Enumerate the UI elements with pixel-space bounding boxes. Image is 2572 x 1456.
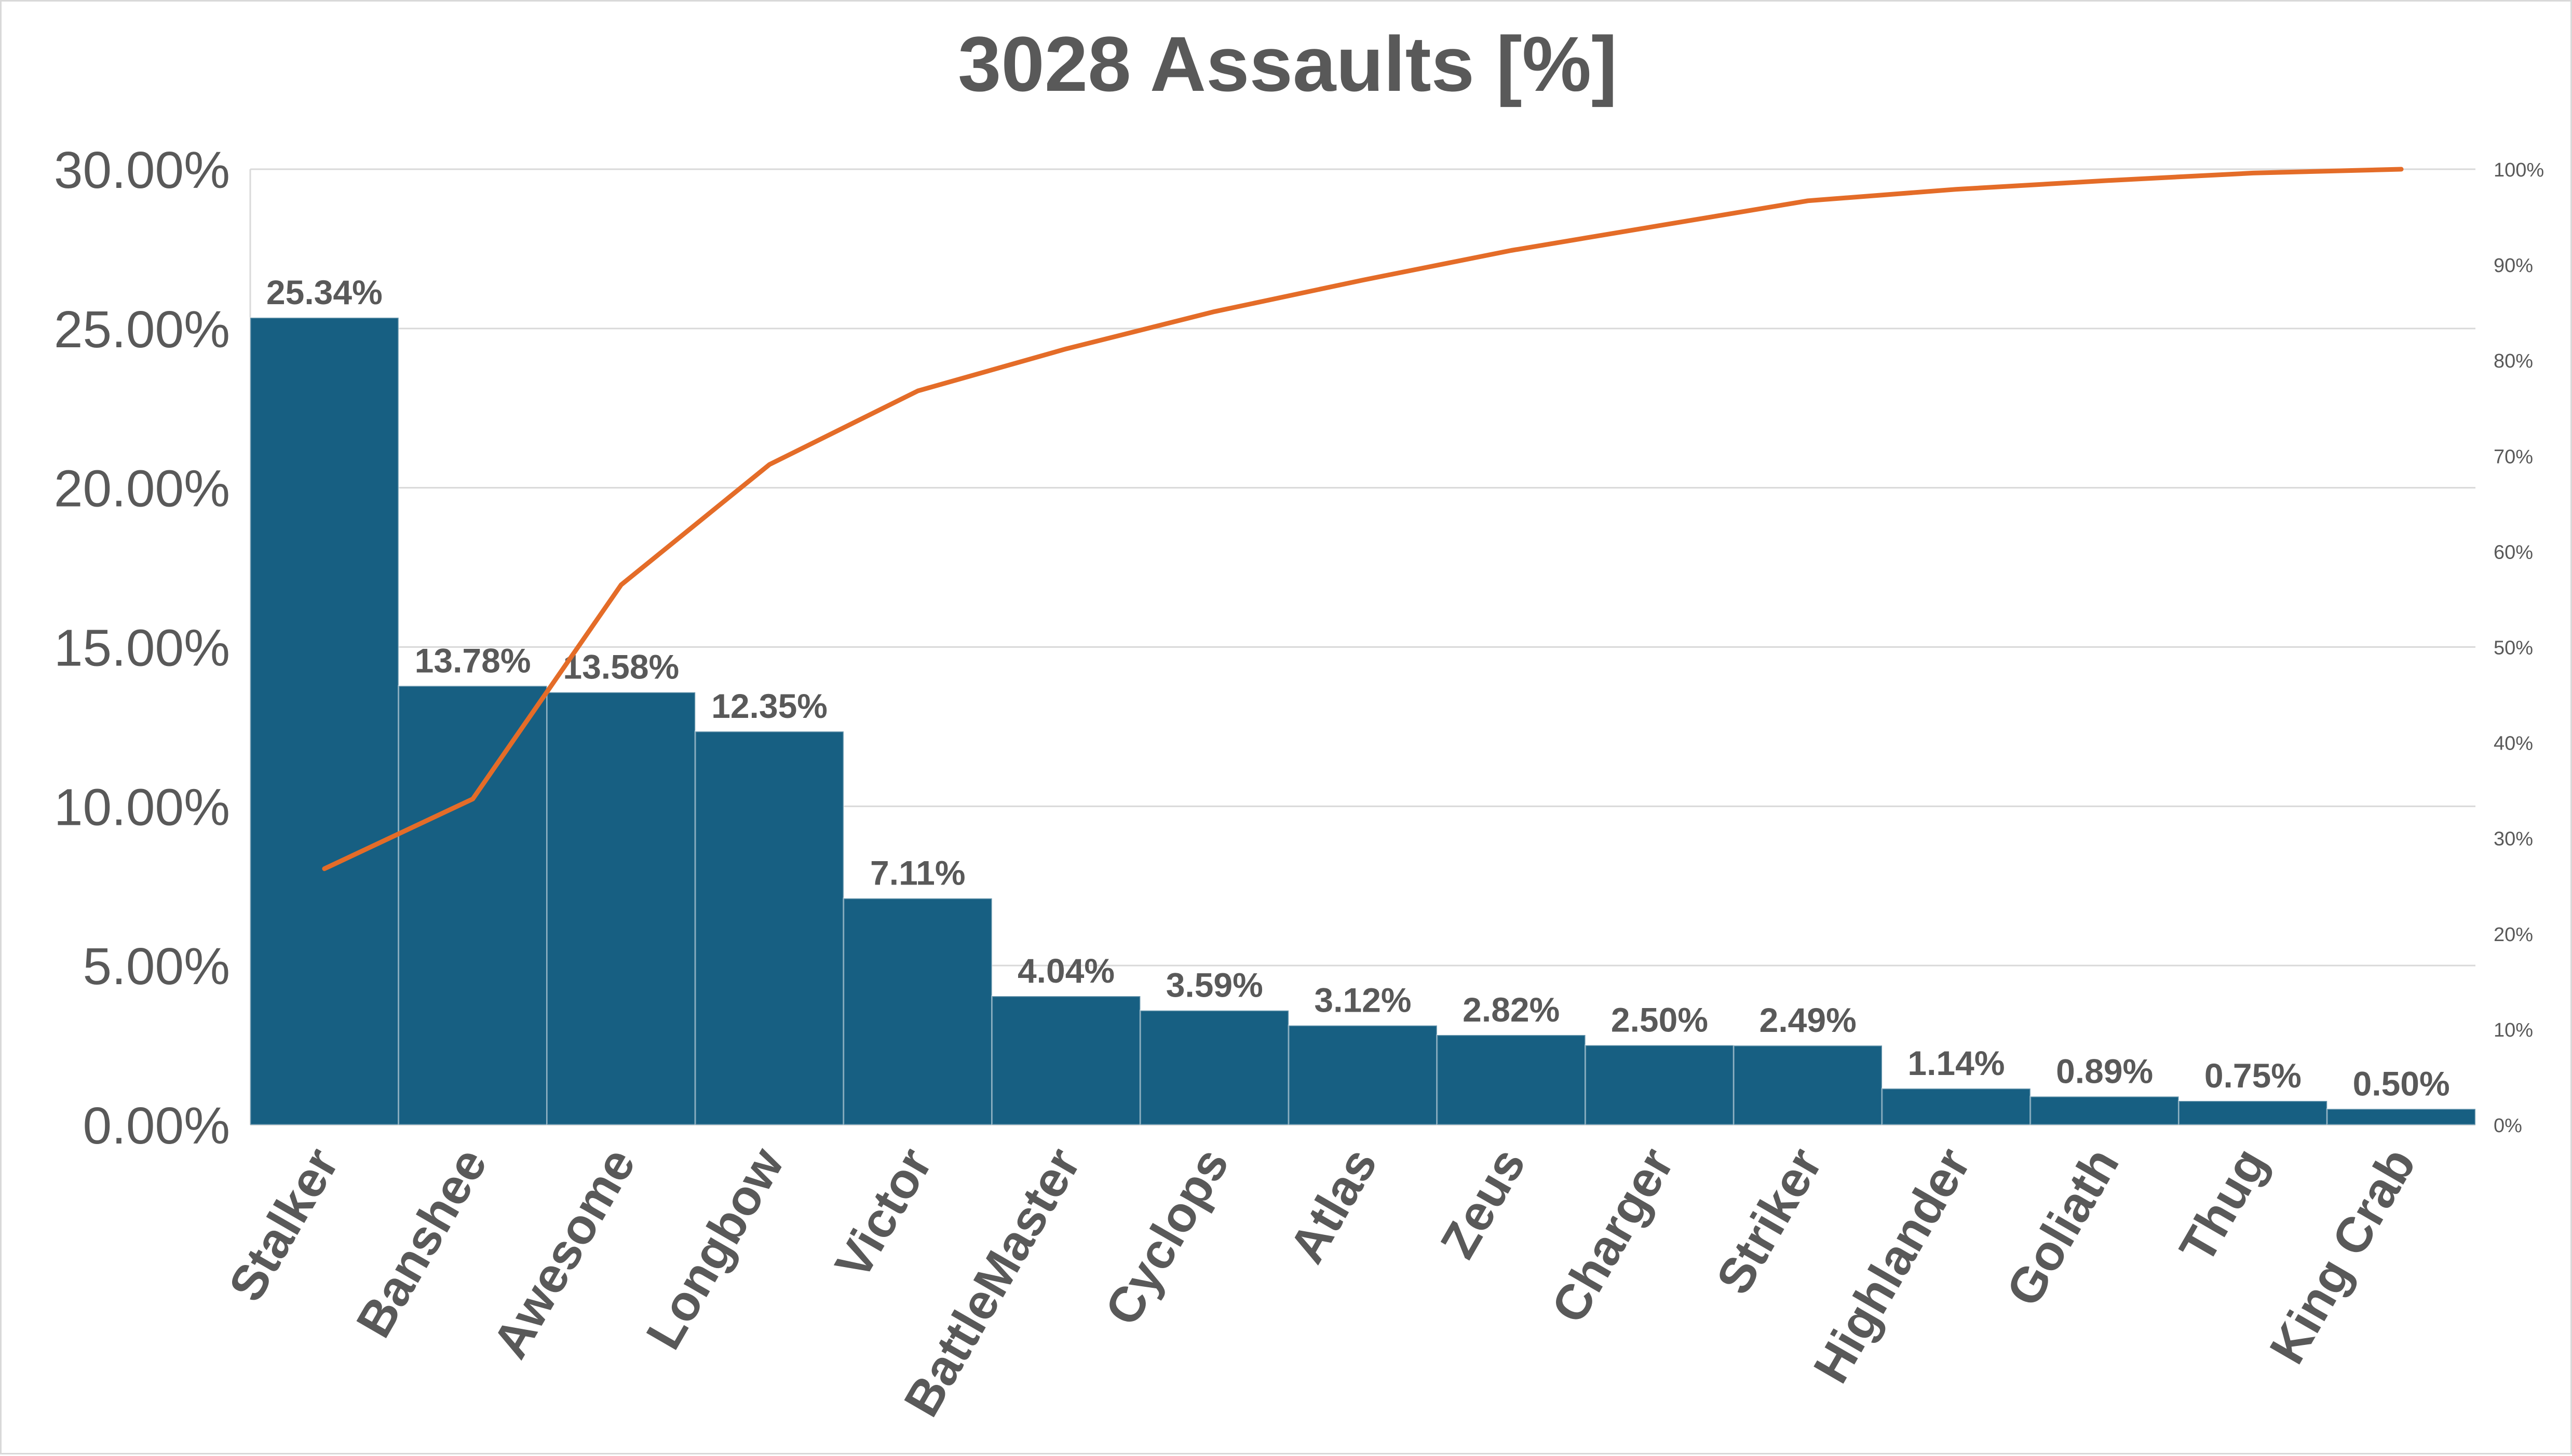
bar xyxy=(1881,1087,2032,1126)
y-tick-label: 0.00% xyxy=(83,1097,230,1155)
data-label: 25.34% xyxy=(266,273,383,311)
y2-tick-label: 90% xyxy=(2494,255,2533,277)
x-tick-label: Highlander xyxy=(1803,1139,1981,1392)
data-label: 13.78% xyxy=(415,641,531,679)
y-tick-label: 5.00% xyxy=(83,937,230,996)
cumulative-line-group xyxy=(322,167,2404,872)
data-label: 1.14% xyxy=(1907,1044,2005,1082)
data-label: 4.04% xyxy=(1018,951,1115,990)
bar xyxy=(1139,1010,1290,1126)
x-tick-label: Thug xyxy=(2169,1139,2278,1272)
y-tick-label: 30.00% xyxy=(54,141,230,199)
bar xyxy=(1732,1044,1883,1126)
x-tick-label: Zeus xyxy=(1430,1139,1536,1268)
y2-tick-label: 50% xyxy=(2494,637,2533,659)
x-tick-label: Longbow xyxy=(635,1139,794,1358)
data-label: 3.59% xyxy=(1166,966,1263,1004)
bar xyxy=(2178,1100,2328,1126)
y-tick-label: 10.00% xyxy=(54,778,230,836)
bar xyxy=(843,897,993,1126)
bar xyxy=(2326,1108,2476,1126)
x-tick-label: Goliath xyxy=(1996,1139,2130,1315)
bar xyxy=(991,995,1141,1126)
data-label: 12.35% xyxy=(711,687,828,725)
y2-tick-label: 80% xyxy=(2494,350,2533,372)
x-tick-label: Striker xyxy=(1706,1139,1833,1303)
y2-tick-label: 30% xyxy=(2494,828,2533,850)
data-label: 0.89% xyxy=(2056,1052,2153,1090)
x-tick-label: Charger xyxy=(1541,1139,1685,1332)
y2-tick-label: 20% xyxy=(2494,924,2533,946)
x-tick-label: Stalker xyxy=(218,1139,349,1311)
data-label: 2.50% xyxy=(1611,1001,1708,1039)
cumulative-line xyxy=(322,167,2404,872)
data-label: 3.12% xyxy=(1314,981,1411,1019)
data-labels: 25.34% 13.78% 13.58% 12.35% 7.11% 4.04% 3.59% 3… xyxy=(266,273,2450,1103)
data-label: 2.49% xyxy=(1759,1001,1857,1039)
y2-tick-label: 100% xyxy=(2494,159,2544,181)
y2-tick-label: 40% xyxy=(2494,733,2533,755)
y-axis-left: 0.00% 5.00% 10.00% 15.00% 20.00% 25.00% 30.00% xyxy=(54,141,230,1155)
data-label: 7.11% xyxy=(870,854,966,892)
y2-tick-label: 60% xyxy=(2494,541,2533,563)
x-tick-label: Atlas xyxy=(1279,1139,1388,1272)
bars xyxy=(249,317,2476,1126)
bar xyxy=(694,730,845,1126)
chart-title: 3028 Assaults [%] xyxy=(958,20,1617,107)
bar xyxy=(546,691,696,1126)
bar xyxy=(1585,1044,1735,1126)
y2-tick-label: 0% xyxy=(2494,1115,2522,1137)
data-label: 13.58% xyxy=(563,648,679,686)
bar xyxy=(249,317,400,1126)
y-tick-label: 15.00% xyxy=(54,619,230,677)
bar xyxy=(1436,1034,1587,1126)
data-label: 2.82% xyxy=(1463,990,1560,1029)
x-tick-label: Cyclops xyxy=(1094,1139,1239,1335)
y-axis-right: 0% 10% 20% 30% 40% 50% 60% 70% 80% 90% 100% xyxy=(2494,159,2544,1137)
data-label: 0.75% xyxy=(2204,1056,2302,1095)
bar xyxy=(1288,1025,1438,1126)
x-tick-label: Banshee xyxy=(346,1139,498,1346)
x-tick-label: Awesome xyxy=(482,1139,646,1367)
y2-tick-label: 70% xyxy=(2494,446,2533,468)
y2-tick-label: 10% xyxy=(2494,1019,2533,1041)
data-label: 0.50% xyxy=(2353,1064,2450,1103)
bar xyxy=(398,685,548,1126)
y-tick-label: 20.00% xyxy=(54,460,230,518)
x-tick-label: King Crab xyxy=(2259,1139,2426,1373)
x-tick-label: Victor xyxy=(824,1139,943,1288)
y-tick-label: 25.00% xyxy=(54,301,230,359)
bar xyxy=(2029,1095,2180,1126)
